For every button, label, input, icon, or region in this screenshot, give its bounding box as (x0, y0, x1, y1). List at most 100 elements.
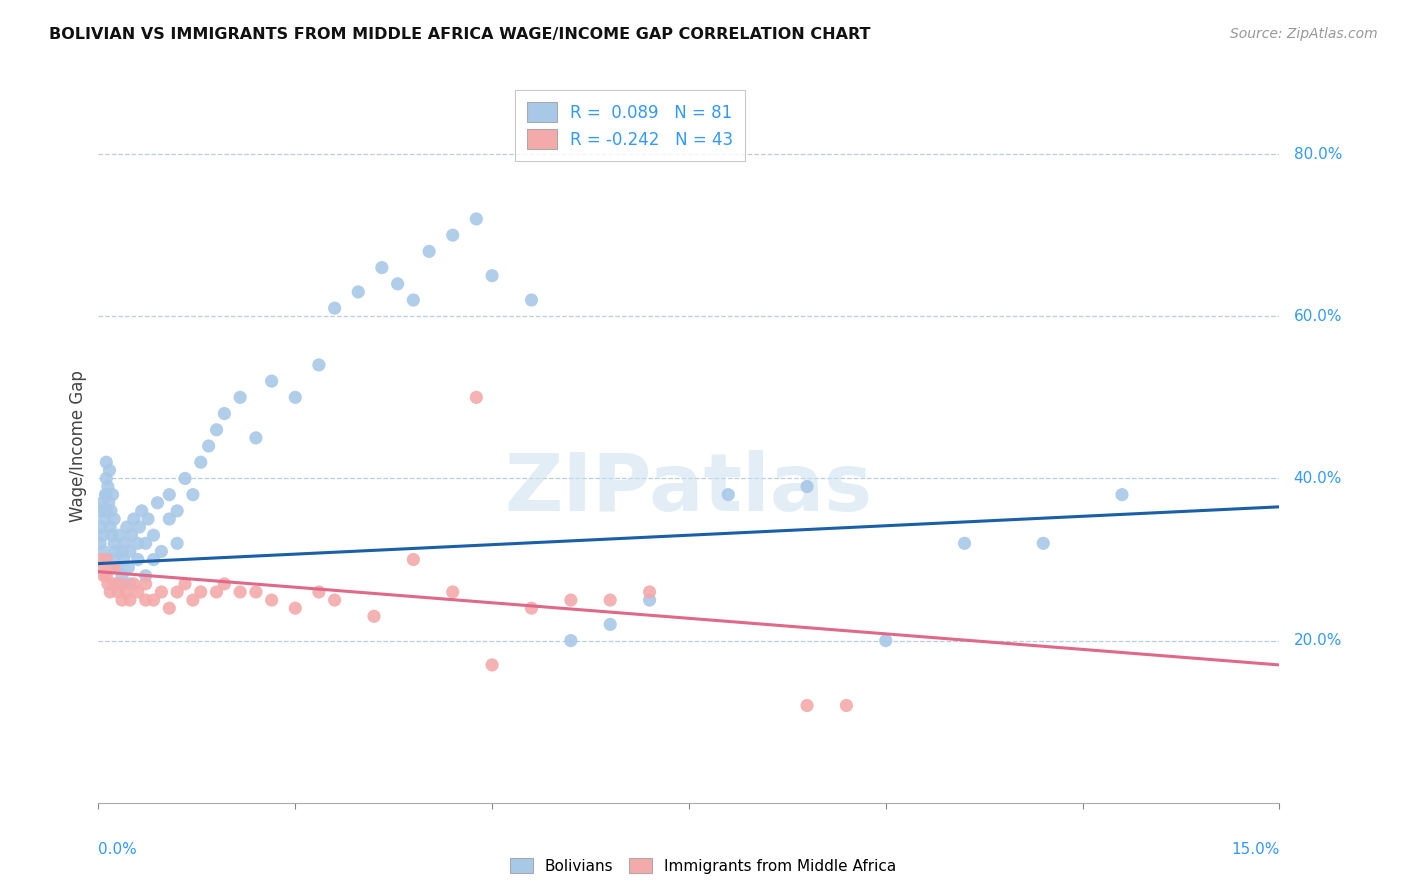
Point (122, 512, 145, 526)
Point (157, 601, 180, 615)
Point (135, 568, 157, 582)
Point (599, 617, 621, 632)
Point (150, 544, 173, 558)
Point (101, 488, 124, 502)
Point (717, 488, 740, 502)
Point (90, 552, 112, 566)
Point (105, 560, 128, 574)
Point (560, 593, 582, 607)
Point (323, 593, 346, 607)
Point (101, 528, 124, 542)
Point (418, 244, 440, 259)
Point (96, 455, 118, 469)
Point (146, 496, 169, 510)
Point (111, 593, 134, 607)
Point (1111, 488, 1133, 502)
Point (96, 568, 118, 582)
Point (96, 488, 118, 502)
Point (115, 585, 138, 599)
Point (284, 601, 307, 615)
Legend: R =  0.089   N = 81, R = -0.242   N = 43: R = 0.089 N = 81, R = -0.242 N = 43 (515, 90, 745, 161)
Point (308, 585, 330, 599)
Point (114, 536, 136, 550)
Point (205, 423, 228, 437)
Point (835, 698, 858, 713)
Point (520, 293, 543, 307)
Text: ZIPatlas: ZIPatlas (505, 450, 873, 528)
Point (166, 504, 188, 518)
Point (118, 593, 141, 607)
Point (112, 552, 135, 566)
Point (127, 585, 149, 599)
Point (135, 577, 157, 591)
Point (166, 536, 188, 550)
Point (118, 577, 141, 591)
Point (142, 593, 165, 607)
Point (93, 568, 115, 582)
Point (638, 593, 661, 607)
Point (174, 577, 197, 591)
Point (107, 585, 129, 599)
Point (91, 528, 114, 542)
Text: 40.0%: 40.0% (1294, 471, 1341, 486)
Point (117, 560, 139, 574)
Text: 20.0%: 20.0% (1294, 633, 1341, 648)
Point (190, 455, 212, 469)
Point (127, 552, 149, 566)
Point (229, 585, 252, 599)
Text: 15.0%: 15.0% (1232, 842, 1279, 857)
Text: BOLIVIAN VS IMMIGRANTS FROM MIDDLE AFRICA WAGE/INCOME GAP CORRELATION CHART: BOLIVIAN VS IMMIGRANTS FROM MIDDLE AFRIC… (49, 27, 870, 42)
Text: Source: ZipAtlas.com: Source: ZipAtlas.com (1230, 27, 1378, 41)
Point (90, 504, 112, 518)
Point (150, 585, 173, 599)
Point (98, 520, 121, 534)
Point (122, 577, 145, 591)
Point (93, 512, 115, 526)
Point (638, 585, 661, 599)
Point (323, 301, 346, 315)
Point (157, 512, 180, 526)
Point (953, 536, 976, 550)
Point (481, 268, 503, 283)
Point (481, 657, 503, 672)
Point (97, 577, 120, 591)
Point (599, 593, 621, 607)
Point (96, 504, 118, 518)
Point (131, 504, 153, 518)
Point (111, 544, 134, 558)
Point (214, 577, 236, 591)
Point (96, 471, 118, 485)
Point (260, 374, 283, 388)
Point (441, 585, 464, 599)
Point (387, 277, 409, 291)
Point (190, 585, 212, 599)
Point (245, 431, 267, 445)
Point (93, 544, 115, 558)
Point (103, 552, 125, 566)
Point (465, 211, 488, 226)
Text: 0.0%: 0.0% (98, 842, 138, 857)
Point (363, 609, 385, 624)
Text: 80.0%: 80.0% (1294, 146, 1341, 161)
Point (115, 520, 138, 534)
Point (142, 528, 165, 542)
Point (136, 512, 159, 526)
Point (441, 228, 464, 243)
Point (98, 463, 121, 477)
Point (875, 633, 897, 648)
Point (166, 585, 188, 599)
Point (197, 439, 219, 453)
Point (181, 593, 204, 607)
Point (205, 585, 228, 599)
Point (100, 504, 122, 518)
Point (103, 577, 125, 591)
Point (97, 479, 120, 493)
Point (465, 390, 488, 404)
Point (94, 488, 117, 502)
Point (135, 536, 157, 550)
Point (103, 560, 125, 574)
Point (127, 536, 149, 550)
Point (174, 471, 197, 485)
Point (214, 407, 236, 421)
Point (103, 512, 125, 526)
